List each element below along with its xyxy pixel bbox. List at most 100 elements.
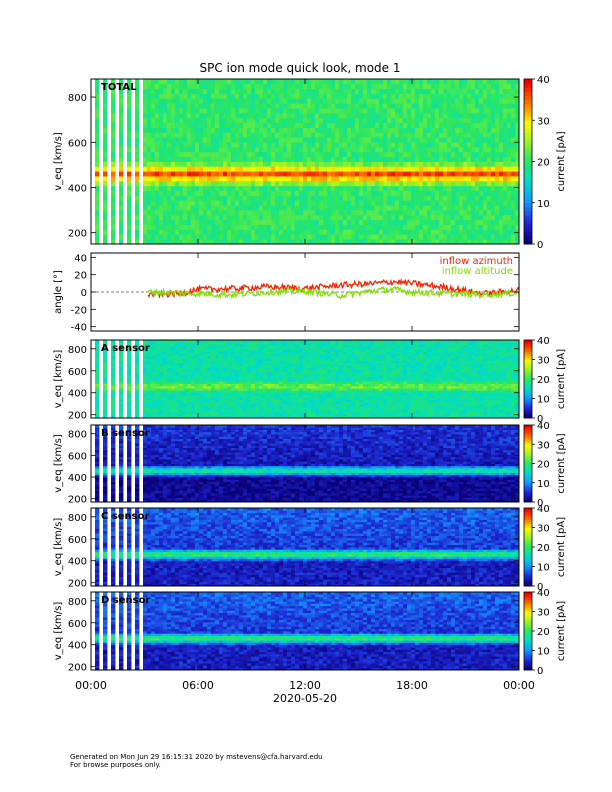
sensor-a-cell bbox=[187, 379, 192, 382]
total-cell bbox=[331, 108, 336, 114]
sensor-a-cell bbox=[243, 385, 248, 389]
sensor-a-cell bbox=[155, 374, 160, 378]
sensor-a-cell bbox=[239, 404, 244, 407]
sensor-a-cell bbox=[163, 401, 168, 405]
total-cell bbox=[259, 156, 264, 162]
sensor-a-cell bbox=[247, 365, 252, 368]
total-cell bbox=[303, 166, 308, 172]
sensor-a-cell bbox=[95, 404, 100, 407]
total-cell bbox=[455, 176, 460, 182]
total-cell bbox=[259, 176, 264, 182]
total-cell bbox=[327, 214, 332, 221]
total-cell bbox=[451, 132, 456, 138]
total-cell bbox=[191, 195, 196, 201]
total-cell bbox=[467, 185, 472, 192]
total-cell bbox=[367, 229, 372, 235]
sensor-a-cell bbox=[119, 399, 124, 403]
total-cell bbox=[331, 122, 336, 128]
total-cell bbox=[463, 117, 468, 124]
sensor-a-cell bbox=[163, 367, 168, 371]
total-cell bbox=[491, 142, 496, 148]
total-cell bbox=[167, 146, 172, 153]
total-cell bbox=[299, 185, 304, 192]
total-cell bbox=[347, 146, 352, 153]
total-cell bbox=[395, 190, 400, 196]
total-cell bbox=[243, 132, 248, 138]
total-cell bbox=[167, 195, 172, 201]
sensor-a-cell bbox=[255, 379, 260, 382]
total-cell bbox=[327, 93, 332, 99]
total-cell bbox=[335, 117, 340, 124]
total-cell bbox=[419, 224, 424, 230]
total-cell bbox=[271, 93, 276, 99]
total-cell bbox=[255, 151, 260, 158]
total-cell bbox=[379, 229, 384, 235]
total-cell bbox=[455, 180, 460, 187]
sensor-a-cell bbox=[179, 399, 184, 403]
sensor-a-cell bbox=[135, 388, 140, 391]
total-cell bbox=[215, 229, 220, 235]
total-cell bbox=[411, 146, 416, 153]
sensor-a-cell bbox=[171, 411, 176, 414]
sensor-a-cell bbox=[199, 344, 204, 348]
total-cell bbox=[459, 137, 464, 143]
sensor-a-cell bbox=[239, 353, 244, 357]
total-cell bbox=[403, 108, 408, 114]
total-cell bbox=[451, 205, 456, 211]
sensor-a-cell bbox=[111, 365, 116, 368]
total-cell bbox=[191, 190, 196, 196]
total-cell bbox=[311, 108, 316, 114]
sensor-a-cell bbox=[227, 353, 232, 357]
total-cell bbox=[95, 142, 100, 148]
total-cell bbox=[403, 83, 408, 90]
total-cell bbox=[359, 234, 364, 240]
total-cell bbox=[303, 156, 308, 162]
sensor-a-cell bbox=[259, 413, 264, 417]
sensor-a-cell bbox=[211, 356, 216, 359]
total-cell bbox=[227, 127, 232, 133]
total-cell bbox=[163, 229, 168, 235]
sensor-a-cell bbox=[111, 351, 116, 355]
total-cell bbox=[271, 98, 276, 104]
total-cell bbox=[411, 200, 416, 206]
total-cell bbox=[475, 108, 480, 114]
total-cell bbox=[423, 205, 428, 211]
total-cell bbox=[171, 132, 176, 138]
sensor-a-cell bbox=[163, 360, 168, 364]
total-cell bbox=[119, 103, 124, 109]
sensor-a-cell bbox=[291, 388, 296, 391]
total-cell bbox=[287, 239, 292, 245]
total-cell bbox=[267, 171, 272, 177]
total-cell bbox=[351, 214, 356, 221]
total-cell bbox=[439, 200, 444, 206]
total-cell bbox=[395, 79, 400, 85]
sensor-a-cell bbox=[227, 401, 232, 405]
sensor-a-cell bbox=[103, 397, 108, 401]
total-cell bbox=[399, 108, 404, 114]
total-cell bbox=[143, 234, 148, 240]
total-cell bbox=[455, 166, 460, 172]
sensor-a-cell bbox=[127, 346, 132, 350]
sensor-a-cell bbox=[267, 406, 272, 410]
sensor-a-cell bbox=[187, 374, 192, 378]
total-cell bbox=[447, 151, 452, 158]
total-cell bbox=[291, 190, 296, 196]
total-cell bbox=[387, 190, 392, 196]
sensor-a-cell bbox=[135, 349, 140, 352]
total-cell bbox=[495, 161, 500, 167]
total-cell bbox=[487, 210, 492, 216]
total-cell bbox=[499, 185, 504, 192]
total-cell bbox=[95, 88, 100, 94]
total-cell bbox=[167, 224, 172, 230]
total-cell bbox=[303, 205, 308, 211]
total-cell bbox=[287, 219, 292, 225]
total-cell bbox=[175, 117, 180, 124]
total-cell bbox=[499, 132, 504, 138]
total-cell bbox=[251, 83, 256, 90]
total-cell bbox=[475, 219, 480, 225]
sensor-a-cell bbox=[95, 413, 100, 417]
sensor-a-cell bbox=[219, 385, 224, 389]
sensor-a-cell bbox=[211, 383, 216, 387]
total-cell bbox=[291, 210, 296, 216]
total-cell bbox=[287, 132, 292, 138]
